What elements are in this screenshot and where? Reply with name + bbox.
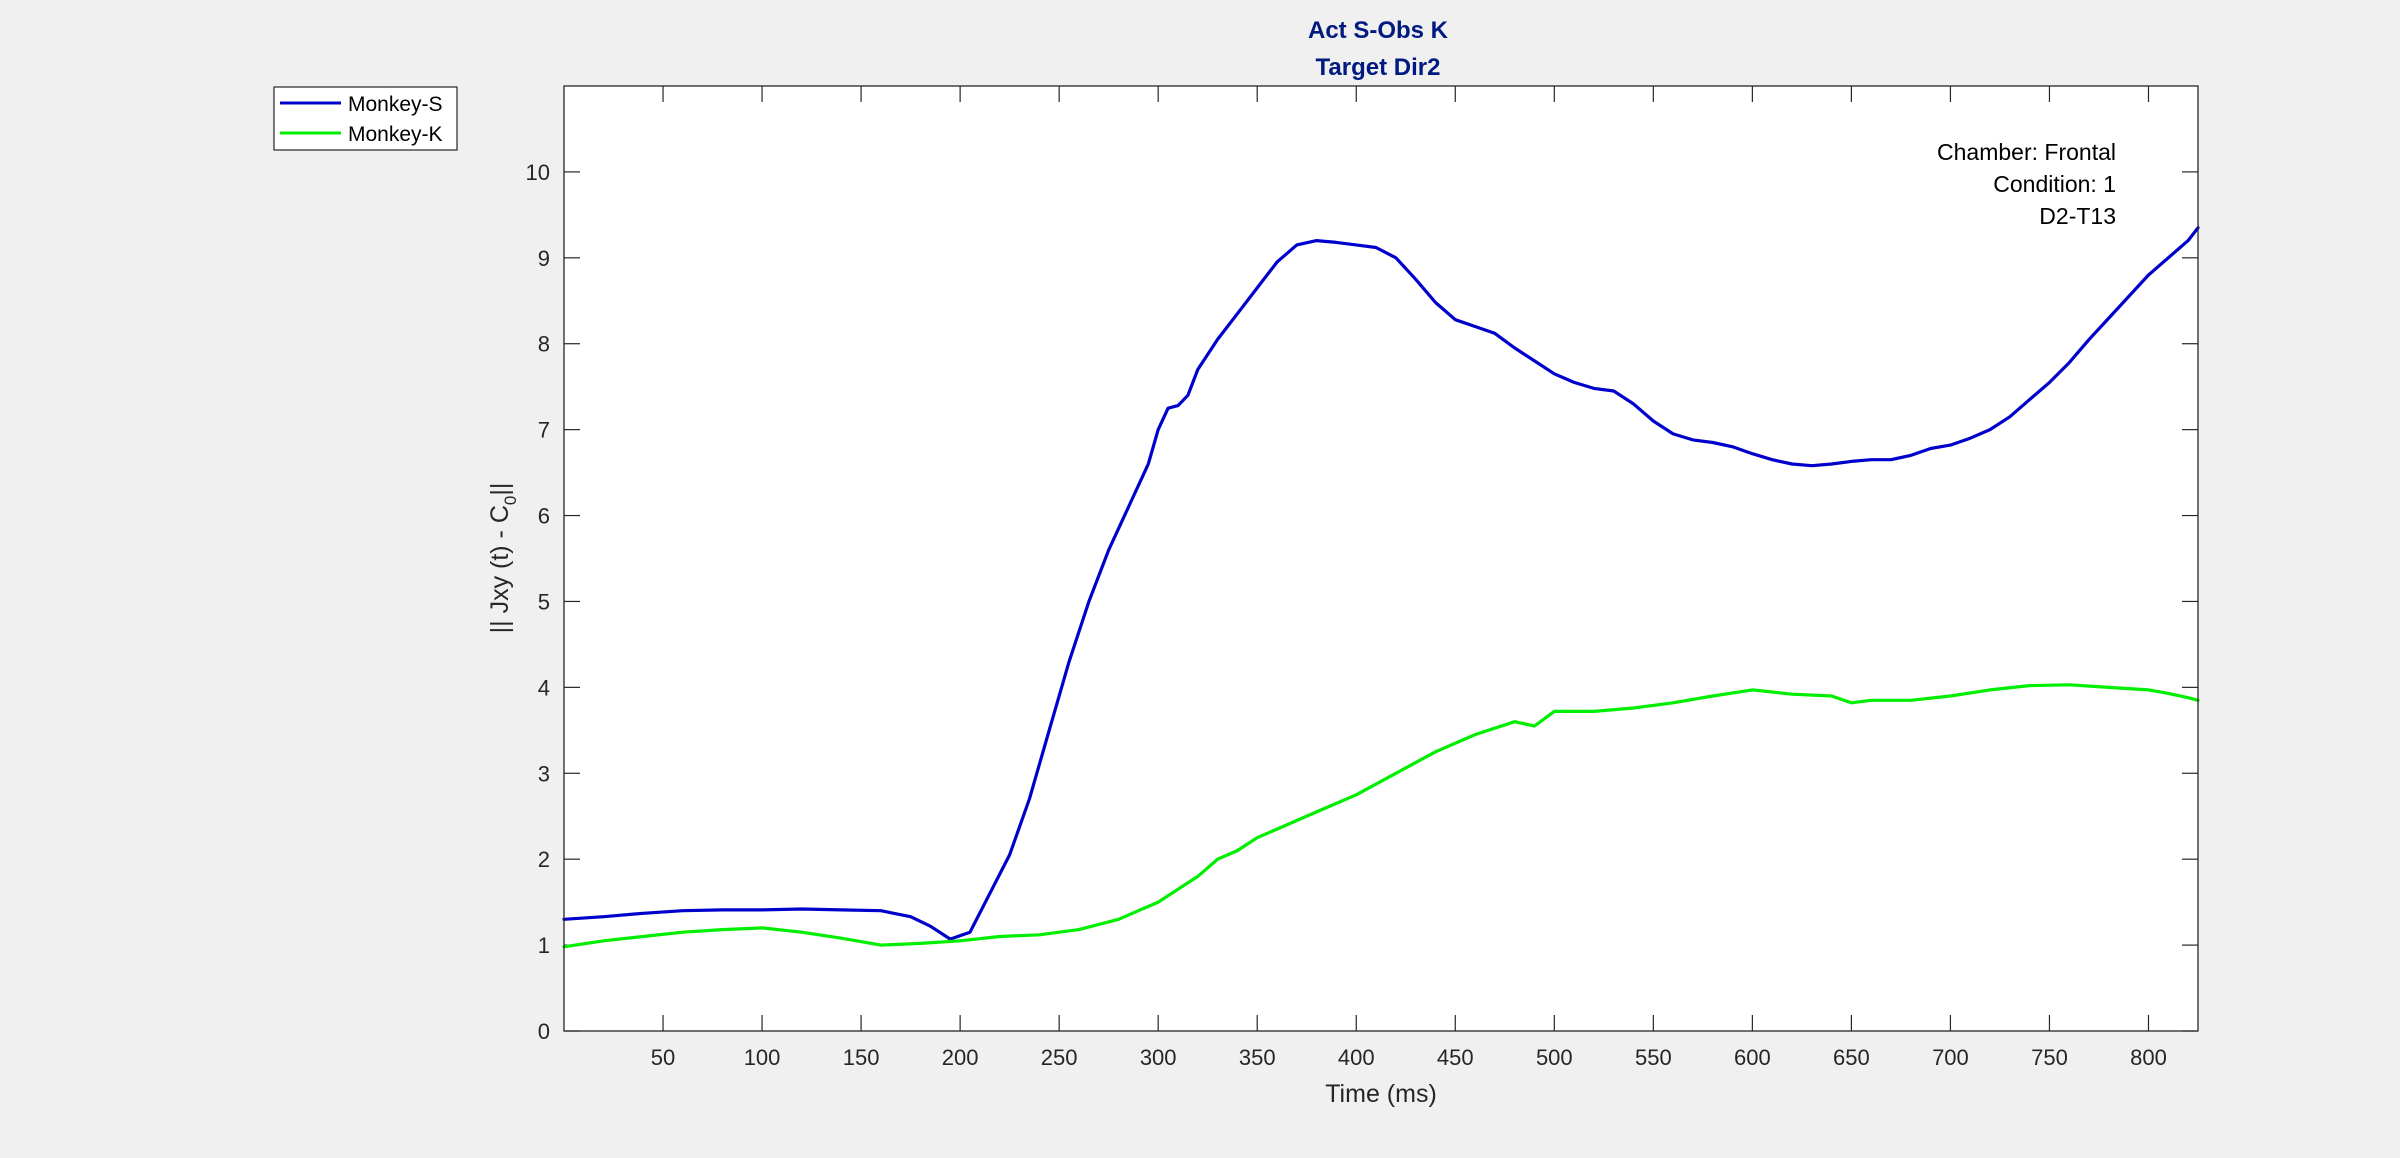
y-tick-label: 10 — [526, 160, 550, 185]
chart-subtitle: Target Dir2 — [1316, 54, 1441, 81]
legend: Monkey-S Monkey-K — [273, 86, 458, 151]
legend-label-monkey-s: Monkey-S — [348, 93, 443, 116]
x-axis-label: Time (ms) — [1325, 1080, 1437, 1108]
x-tick-label: 800 — [2130, 1045, 2167, 1070]
x-tick-label: 650 — [1833, 1045, 1870, 1070]
legend-box — [273, 86, 458, 151]
x-tick-label: 300 — [1140, 1045, 1177, 1070]
series-line-monkey-s — [562, 226, 2200, 941]
y-axis-label-subscript: 0 — [501, 496, 520, 505]
y-tick-label: 8 — [538, 332, 550, 357]
x-axis: 50 100 150 200 250 300 350 400 450 500 550 600 650 70… — [651, 86, 2167, 1070]
x-tick-label: 100 — [744, 1045, 781, 1070]
x-tick-label: 150 — [843, 1045, 880, 1070]
y-tick-label: 5 — [538, 589, 550, 614]
x-tick-label: 400 — [1338, 1045, 1375, 1070]
y-tick-label: 9 — [538, 246, 550, 271]
x-tick-label: 50 — [651, 1045, 675, 1070]
y-axis-label-end: || — [486, 483, 514, 496]
plot-frame — [563, 85, 2199, 1032]
y-tick-label: 6 — [538, 504, 550, 529]
legend-label-monkey-k: Monkey-K — [348, 123, 443, 146]
x-tick-label: 200 — [942, 1045, 979, 1070]
x-tick-label: 450 — [1437, 1045, 1474, 1070]
chart-title: Act S-Obs K — [1308, 17, 1449, 44]
info-annotation: Chamber: Frontal Condition: 1 D2-T13 — [1937, 139, 2116, 229]
annotation-line-id: D2-T13 — [2039, 203, 2116, 229]
x-tick-label: 350 — [1239, 1045, 1276, 1070]
x-tick-label: 750 — [2031, 1045, 2068, 1070]
y-axis-label: || Jxy (t) - C0|| — [486, 483, 520, 634]
y-tick-label: 0 — [538, 1019, 550, 1044]
x-tick-label: 550 — [1635, 1045, 1672, 1070]
series-layer — [562, 226, 2200, 949]
annotation-line-condition: Condition: 1 — [1993, 171, 2116, 197]
y-tick-label: 3 — [538, 761, 550, 786]
x-tick-label: 700 — [1932, 1045, 1969, 1070]
x-tick-label: 250 — [1041, 1045, 1078, 1070]
y-tick-label: 2 — [538, 847, 550, 872]
plot-area — [564, 86, 2198, 1031]
series-line-monkey-k — [562, 683, 2200, 949]
y-tick-label: 1 — [538, 933, 550, 958]
y-tick-label: 7 — [538, 418, 550, 443]
y-tick-label: 4 — [538, 675, 550, 700]
annotation-line-chamber: Chamber: Frontal — [1937, 139, 2116, 165]
y-axis-label-main: || Jxy (t) - C — [486, 505, 514, 633]
x-tick-label: 500 — [1536, 1045, 1573, 1070]
x-tick-label: 600 — [1734, 1045, 1771, 1070]
